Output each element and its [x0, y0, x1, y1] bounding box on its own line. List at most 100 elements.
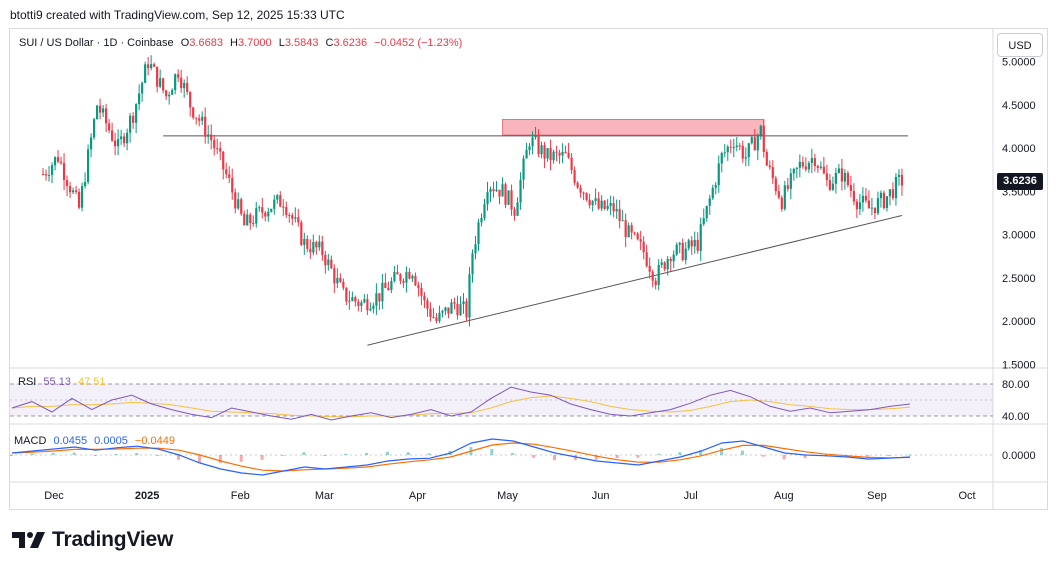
candle-body	[291, 215, 294, 219]
candle-body	[777, 191, 780, 198]
candle-body	[261, 207, 264, 213]
candle-body	[528, 146, 531, 151]
candle-body	[696, 239, 699, 251]
price-tick-label: 4.5000	[1002, 100, 1036, 112]
candle-body	[168, 94, 171, 97]
candle-body	[756, 136, 759, 151]
rsi-line	[11, 386, 911, 421]
candle-body	[723, 152, 726, 154]
macd-hist-bar	[385, 451, 389, 455]
macd-hist-bar	[260, 455, 264, 460]
attribution-text: btotti9 created with TradingView.com, Se…	[10, 8, 345, 22]
rsi-legend: RSI 55.13 47.51	[18, 376, 106, 388]
time-tick-label: Oct	[958, 490, 975, 502]
macd-hist-bar	[573, 455, 577, 461]
candle-body	[744, 157, 747, 159]
candle-body	[867, 200, 871, 209]
candle-body	[720, 153, 723, 164]
rsi-tick-label: 40.00	[1002, 411, 1030, 423]
macd-hist-bar	[761, 455, 765, 457]
candle-body	[95, 105, 99, 120]
candle-body	[132, 115, 135, 123]
candle-body	[546, 148, 549, 159]
candle-body	[852, 190, 855, 202]
candle-body	[282, 206, 285, 208]
candle-body	[621, 220, 624, 222]
candle-body	[768, 165, 771, 168]
candle-body	[180, 77, 183, 89]
currency-button[interactable]: USD	[997, 33, 1043, 57]
candle-body	[225, 169, 228, 175]
candle-body	[294, 217, 297, 219]
candle-body	[558, 152, 561, 156]
candle-body	[126, 132, 129, 144]
candle-body	[300, 222, 303, 245]
macd-hist-bar	[30, 453, 34, 455]
candle-body	[405, 271, 408, 283]
candle-body	[789, 173, 792, 189]
candle-body	[429, 308, 432, 318]
candle-body	[129, 115, 132, 133]
candle-body	[894, 176, 898, 199]
candle-body	[888, 189, 892, 197]
candle-body	[135, 104, 138, 123]
candle-body	[414, 275, 417, 286]
candle-body	[816, 166, 819, 168]
candle-body	[237, 199, 240, 209]
macd-hist-bar	[72, 452, 76, 455]
candle-body	[153, 64, 156, 67]
candle-body	[165, 90, 168, 97]
candle-body	[846, 172, 849, 186]
candle-body	[657, 264, 660, 285]
candle-body	[561, 151, 564, 156]
candle-body	[357, 301, 360, 306]
candle-body	[219, 148, 222, 152]
candle-body	[633, 232, 636, 234]
candle-body	[882, 192, 886, 209]
candle-body	[876, 198, 880, 214]
candle-body	[573, 170, 576, 183]
candle-body	[444, 307, 447, 311]
time-tick-label: Sep	[867, 490, 887, 502]
candle-body	[71, 190, 75, 193]
candle-body	[885, 196, 889, 209]
candle-body	[645, 252, 648, 266]
candle-body	[273, 199, 276, 209]
candle-body	[252, 223, 255, 225]
candle-body	[591, 200, 594, 206]
candle-body	[798, 161, 801, 168]
candle-body	[630, 225, 633, 233]
macd-hist-bar	[365, 453, 369, 455]
candle-body	[363, 299, 366, 303]
candle-body	[177, 74, 180, 78]
candle-body	[489, 189, 492, 193]
macd-hist-bar	[699, 450, 703, 455]
macd-hist-bar	[803, 455, 807, 459]
macd-hist-bar	[344, 453, 348, 455]
candle-body	[792, 168, 795, 174]
candle-body	[117, 139, 120, 147]
candle-body	[714, 185, 717, 188]
candle-body	[222, 151, 225, 170]
price-tick-label: 4.0000	[1002, 143, 1036, 155]
candle-body	[318, 241, 321, 248]
candle-body	[246, 214, 249, 226]
candle-body	[588, 199, 591, 206]
candle-body	[171, 90, 174, 95]
candle-body	[147, 64, 150, 69]
candle-body	[210, 134, 213, 141]
candle-body	[474, 244, 477, 254]
candle-body	[471, 253, 474, 275]
candle-body	[159, 78, 162, 87]
macd-hist-bar	[51, 453, 55, 455]
macd-hist-bar	[427, 453, 431, 455]
candle-body	[834, 172, 837, 184]
candle-body	[228, 174, 231, 178]
support-trendline[interactable]	[367, 214, 903, 346]
candle-body	[726, 146, 729, 153]
candle-body	[123, 136, 126, 144]
time-tick-label: Jun	[592, 490, 610, 502]
candle-body	[77, 191, 81, 208]
candle-body	[333, 268, 336, 284]
